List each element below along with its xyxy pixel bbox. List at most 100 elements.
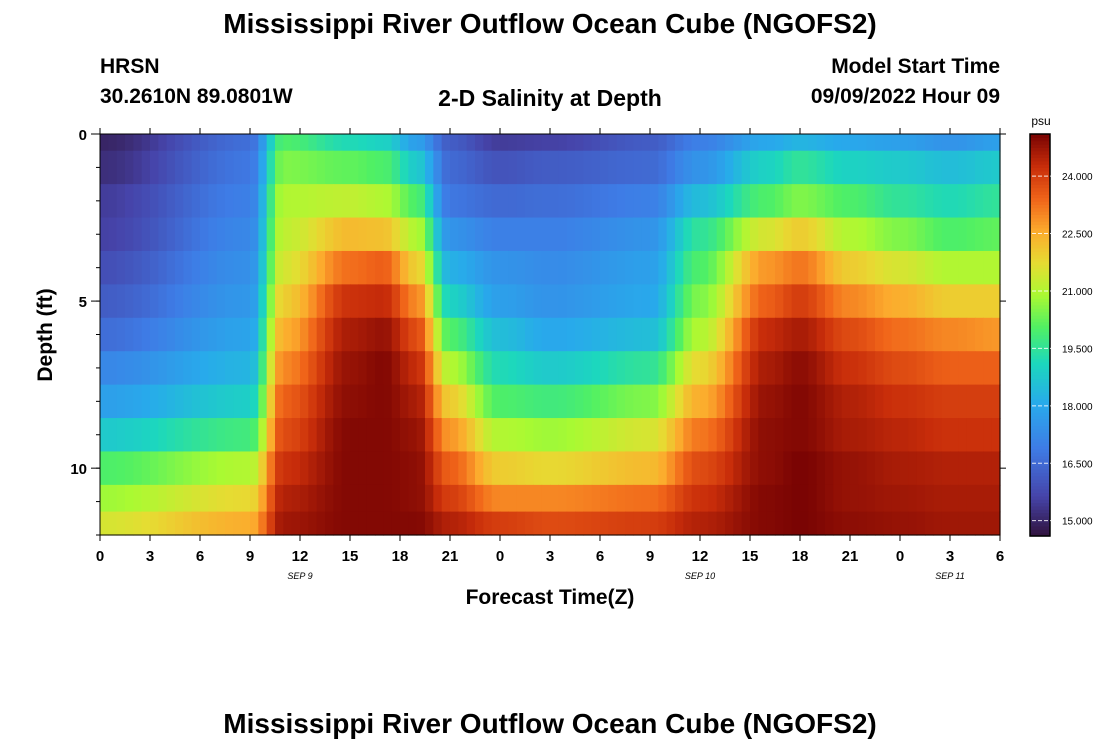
colorbar-segment (1030, 234, 1050, 239)
colorbar-segment (1030, 324, 1050, 329)
heatmap-cell (116, 384, 126, 419)
heatmap-cell (700, 484, 709, 513)
heatmap-cell (916, 418, 926, 453)
heatmap-cell (808, 284, 818, 319)
heatmap-cell (166, 418, 176, 453)
heatmap-cell (875, 511, 884, 536)
heatmap-cell (616, 250, 626, 285)
heatmap-cell (158, 511, 168, 536)
colorbar-segment (1030, 502, 1050, 507)
heatmap-cell (558, 150, 568, 185)
heatmap-cell (516, 418, 526, 453)
heatmap-cell (333, 317, 343, 352)
heatmap-cell (783, 284, 793, 319)
heatmap-cell (850, 250, 859, 285)
heatmap-cell (116, 484, 126, 513)
heatmap-cell (200, 150, 209, 185)
colorbar-segment (1030, 211, 1050, 215)
heatmap-cell (183, 418, 193, 453)
colorbar-segment (1030, 402, 1050, 406)
heatmap-cell (933, 384, 943, 419)
heatmap-cell (875, 451, 884, 486)
heatmap-cell (183, 351, 193, 386)
heatmap-cell (508, 250, 518, 285)
heatmap-cell (425, 384, 434, 419)
heatmap-cell (491, 418, 501, 453)
heatmap-cell (908, 250, 918, 285)
heatmap-cell (225, 150, 234, 185)
colorbar-segment (1030, 288, 1050, 293)
heatmap-cell (241, 418, 251, 453)
colorbar-segment (1030, 194, 1050, 199)
heatmap-cell (350, 184, 359, 219)
heatmap-cell (425, 511, 434, 536)
heatmap-cell (658, 250, 668, 285)
heatmap-cell (908, 217, 918, 252)
heatmap-cell (791, 250, 801, 285)
heatmap-cell (416, 511, 426, 536)
heatmap-cell (283, 284, 293, 319)
heatmap-cell (141, 317, 151, 352)
heatmap-cell (233, 150, 243, 185)
colorbar-segment (1030, 335, 1050, 339)
heatmap-cell (775, 317, 784, 352)
heatmap-cell (158, 184, 168, 219)
heatmap-cell (441, 134, 451, 152)
heatmap-cell (966, 217, 976, 252)
heatmap-cell (741, 184, 751, 219)
colorbar: 15.00016.50018.00019.50021.00022.50024.0… (1029, 133, 1093, 537)
heatmap-cell (266, 511, 276, 536)
heatmap-cell (258, 284, 268, 319)
heatmap-cell (383, 351, 393, 386)
heatmap-cell (375, 351, 384, 386)
heatmap-cell (383, 250, 393, 285)
heatmap-cell (525, 134, 534, 152)
heatmap-cell (191, 250, 201, 285)
heatmap-cell (858, 351, 868, 386)
heatmap-cell (891, 217, 901, 252)
colorbar-segment (1030, 458, 1050, 463)
heatmap-cell (166, 484, 176, 513)
heatmap-cell (283, 384, 293, 419)
heatmap-cell (583, 451, 593, 486)
heatmap-cell (200, 484, 209, 513)
heatmap-cell (950, 317, 959, 352)
heatmap-cell (750, 284, 759, 319)
heatmap-cell (808, 384, 818, 419)
heatmap-cell (841, 511, 851, 536)
heatmap-cell (100, 418, 109, 453)
heatmap-cell (366, 150, 376, 185)
heatmap-cell (683, 284, 693, 319)
heatmap-cell (633, 451, 643, 486)
heatmap-cell (175, 284, 184, 319)
heatmap-cell (375, 317, 384, 352)
heatmap-cell (491, 484, 501, 513)
heatmap-cell (491, 250, 501, 285)
heatmap-cell (616, 184, 626, 219)
heatmap-cell (783, 184, 793, 219)
heatmap-cell (958, 250, 968, 285)
heatmap-cell (666, 511, 676, 536)
heatmap-cell (891, 317, 901, 352)
x-tick-label: 6 (996, 548, 1004, 565)
heatmap-cell (500, 511, 509, 536)
heatmap-cell (391, 384, 401, 419)
heatmap-cell (191, 451, 201, 486)
heatmap-cell (733, 250, 743, 285)
heatmap-cell (725, 250, 734, 285)
heatmap-cell (233, 184, 243, 219)
heatmap-cell (816, 451, 826, 486)
heatmap-cell (575, 250, 584, 285)
heatmap-cell (708, 217, 718, 252)
heatmap-cell (525, 384, 534, 419)
heatmap-cell (741, 317, 751, 352)
heatmap-cell (183, 451, 193, 486)
heatmap-cell (225, 451, 234, 486)
heatmap-cell (716, 317, 726, 352)
heatmap-cell (700, 351, 709, 386)
heatmap-cell (500, 484, 509, 513)
heatmap-cell (275, 384, 284, 419)
heatmap-cell (158, 418, 168, 453)
heatmap-cell (208, 317, 218, 352)
